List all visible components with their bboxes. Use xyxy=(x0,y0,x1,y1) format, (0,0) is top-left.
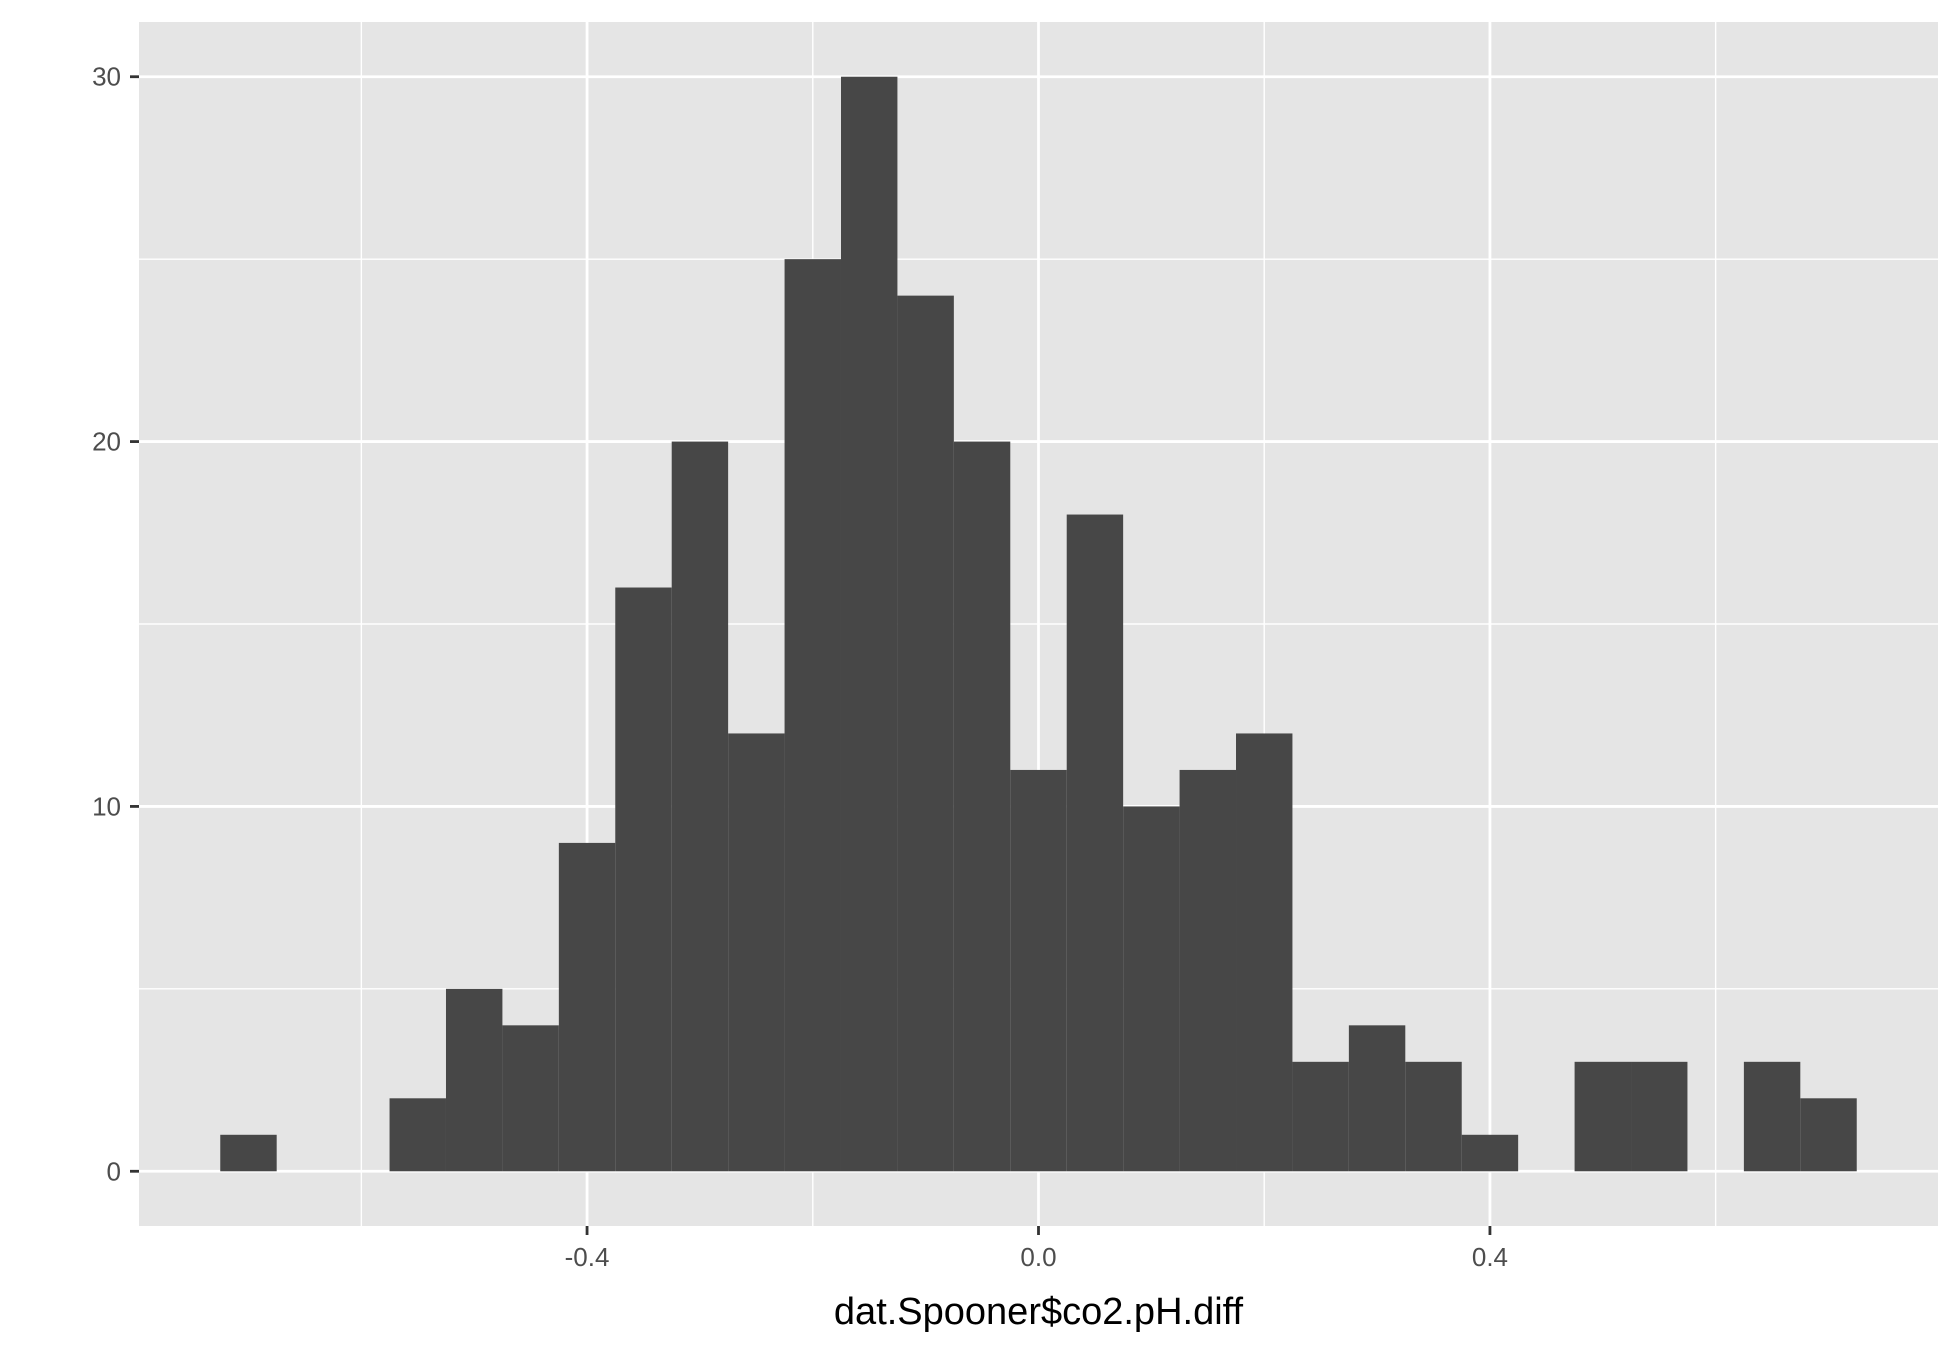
histogram-bar xyxy=(1236,733,1293,1172)
histogram-bar xyxy=(1066,514,1124,1172)
x-tick-label: -0.4 xyxy=(565,1242,610,1272)
histogram-bar xyxy=(1574,1061,1632,1172)
histogram-bar xyxy=(389,1098,446,1172)
histogram-bar xyxy=(728,733,785,1172)
histogram-bar xyxy=(502,1025,559,1172)
x-axis: -0.4 0.0 0.4 xyxy=(565,1226,1508,1272)
histogram-bars xyxy=(220,76,1857,1172)
histogram-bar xyxy=(1461,1134,1519,1172)
histogram-bar xyxy=(220,1134,277,1172)
histogram-bar xyxy=(1800,1098,1857,1172)
histogram-bar xyxy=(558,842,616,1172)
histogram-bar xyxy=(1631,1061,1688,1172)
histogram-bar xyxy=(840,76,898,1172)
histogram-bar xyxy=(1292,1061,1349,1172)
x-tick-label: 0.4 xyxy=(1472,1242,1508,1272)
histogram-bar xyxy=(897,295,954,1172)
y-axis: 0 10 20 30 xyxy=(92,62,139,1186)
histogram-bar xyxy=(1348,1025,1406,1172)
histogram-bar xyxy=(953,441,1011,1172)
histogram-bar xyxy=(784,259,841,1172)
histogram-bar xyxy=(445,988,503,1172)
y-tick-label: 30 xyxy=(92,62,121,92)
histogram-bar xyxy=(1010,769,1067,1172)
y-tick-label: 0 xyxy=(107,1156,121,1186)
histogram-bar xyxy=(1405,1061,1462,1172)
x-tick-label: 0.0 xyxy=(1020,1242,1056,1272)
histogram-bar xyxy=(1743,1061,1801,1172)
y-tick-label: 10 xyxy=(92,791,121,821)
histogram-bar xyxy=(1179,769,1237,1172)
histogram-bar xyxy=(1123,806,1180,1172)
histogram-bar xyxy=(671,441,729,1172)
histogram-bar xyxy=(615,587,672,1172)
y-tick-label: 20 xyxy=(92,427,121,457)
x-axis-title: dat.Spooner$co2.pH.diff xyxy=(834,1291,1244,1333)
